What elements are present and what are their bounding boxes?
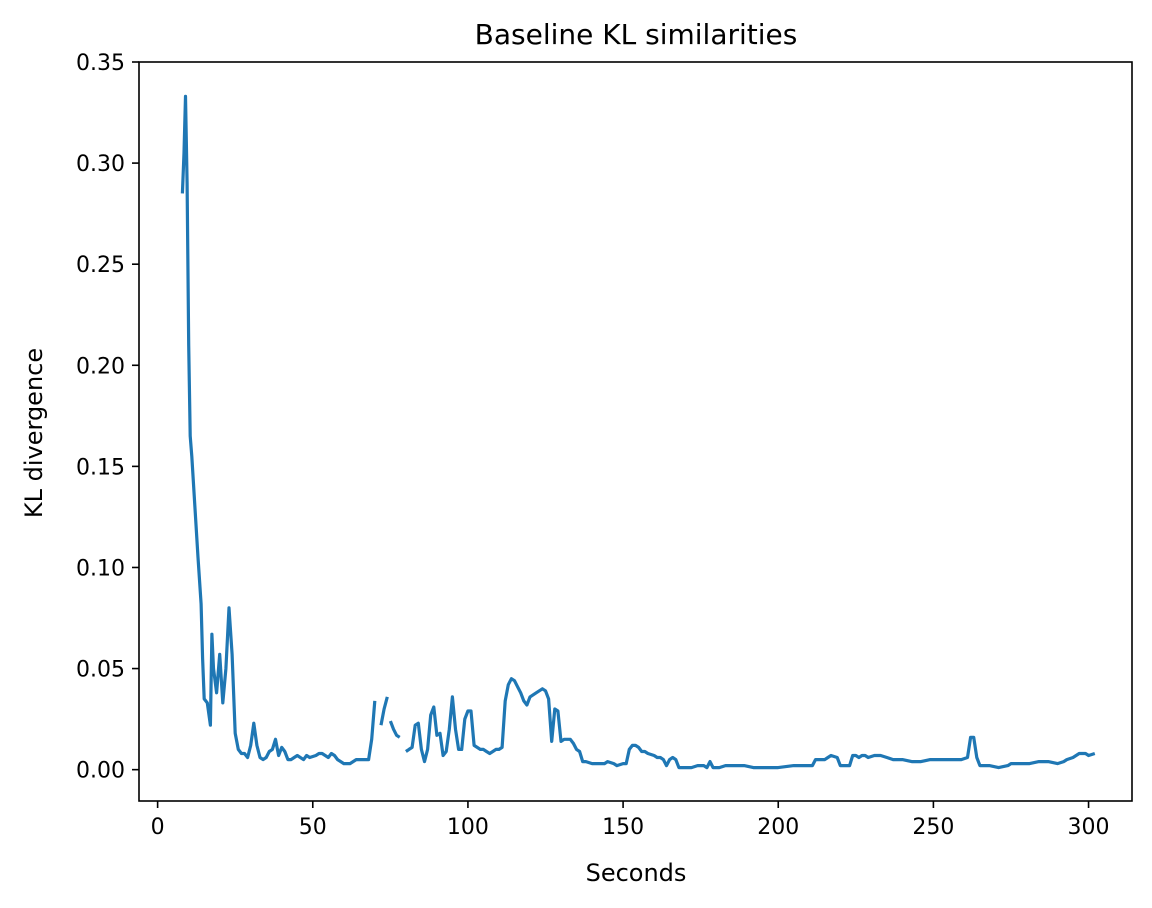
y-tick-label: 0.15 — [76, 455, 125, 480]
x-tick-label: 50 — [299, 815, 327, 840]
series-line-segment — [379, 696, 389, 726]
x-tick-label: 150 — [602, 815, 644, 840]
y-tick-label: 0.20 — [76, 354, 125, 379]
series-line-segment — [180, 94, 377, 766]
y-tick-label: 0.30 — [76, 152, 125, 177]
y-tick-label: 0.05 — [76, 658, 125, 683]
y-axis: 0.00 0.05 0.10 0.15 0.20 0.25 0.30 0.35 — [76, 51, 139, 784]
y-tick-label: 0.00 — [76, 759, 125, 784]
x-tick-label: 250 — [912, 815, 954, 840]
y-tick-label: 0.25 — [76, 253, 125, 278]
y-tick-label: 0.10 — [76, 556, 125, 581]
x-axis-label: Seconds — [586, 859, 687, 887]
chart-title: Baseline KL similarities — [475, 18, 798, 51]
series-line-segment — [405, 677, 1096, 770]
y-tick-label: 0.35 — [76, 51, 125, 76]
x-tick-label: 300 — [1068, 815, 1110, 840]
x-tick-label: 0 — [151, 815, 165, 840]
x-axis: 0 50 100 150 200 250 300 — [151, 801, 1110, 840]
plot-area — [180, 94, 1096, 770]
series-line-segment — [388, 720, 401, 739]
x-tick-label: 200 — [757, 815, 799, 840]
x-tick-label: 100 — [447, 815, 489, 840]
plot-frame — [138, 61, 1133, 802]
y-axis-label: KL divergence — [20, 348, 48, 518]
